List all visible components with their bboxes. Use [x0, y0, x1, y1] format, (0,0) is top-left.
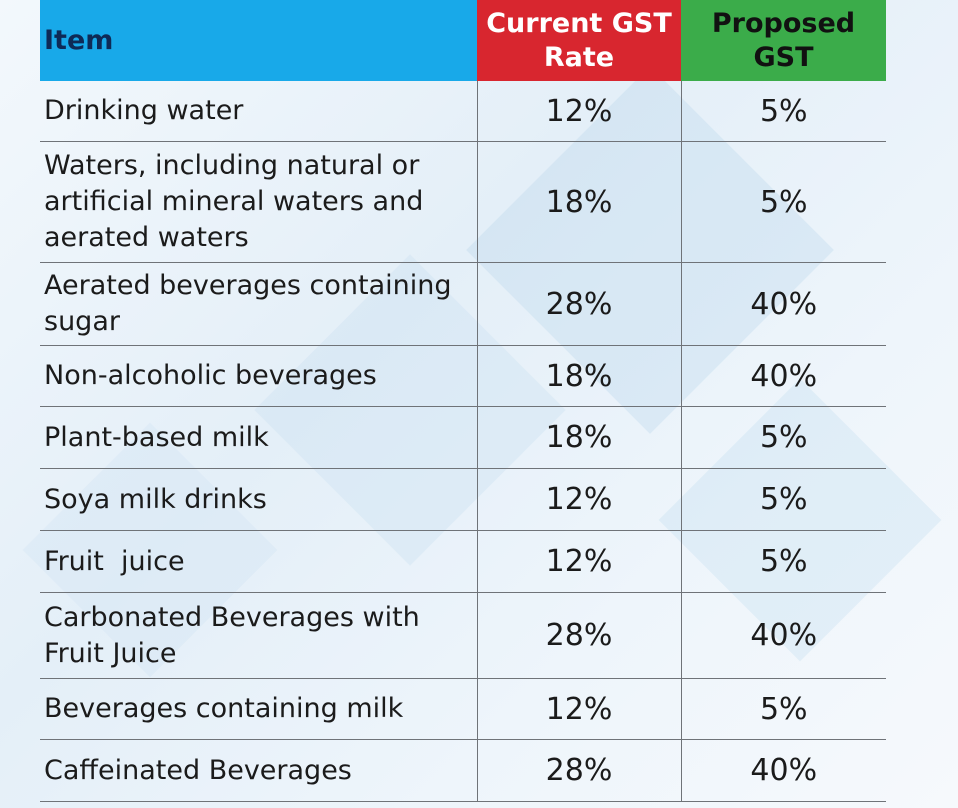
table-row: Carbonated Beverages with Fruit Juice 28… [40, 592, 886, 679]
item-cell: Beverages containing milk [40, 678, 477, 740]
item-line: Waters, including natural or [44, 150, 420, 181]
current-rate-cell: 18% [476, 141, 681, 263]
current-gst-column-header: Current GST Rate [477, 0, 681, 81]
item-line: Fruit Juice [44, 637, 177, 669]
item-cell: Waters, including natural or artificial … [40, 141, 477, 263]
item-line: Aerated beverages containing [44, 270, 452, 301]
header-line: Current GST [486, 7, 672, 39]
item-cell: Non-alcoholic beverages [40, 345, 477, 407]
item-cell: Carbonated Beverages with Fruit Juice [40, 592, 477, 679]
proposed-rate-cell: 5% [680, 81, 886, 142]
header-line: Proposed [711, 7, 856, 39]
current-rate-cell: 18% [476, 345, 681, 407]
current-rate-cell: 12% [476, 81, 681, 142]
current-rate-cell: 18% [476, 406, 681, 469]
item-line: Drinking water [44, 95, 244, 126]
header-line: GST [753, 41, 814, 73]
proposed-rate-cell: 5% [680, 468, 886, 531]
proposed-rate-cell: 5% [680, 141, 886, 263]
item-line: artificial mineral waters and [44, 186, 424, 217]
current-rate-cell: 28% [476, 262, 681, 346]
item-cell: Drinking water [40, 81, 477, 142]
table-row: Waters, including natural or artificial … [40, 141, 886, 263]
current-rate-cell: 12% [476, 678, 681, 740]
proposed-rate-cell: 5% [680, 678, 886, 740]
table-row: Aerated beverages containing sugar 28% 4… [40, 262, 886, 346]
item-cell: Soya milk drinks [40, 468, 477, 531]
proposed-rate-cell: 5% [680, 406, 886, 469]
header-row: Item Current GST Rate Proposed GST [40, 0, 886, 81]
proposed-rate-cell: 5% [680, 530, 886, 593]
item-line: Fruit juice [44, 545, 185, 577]
item-line: Non-alcoholic beverages [44, 360, 377, 391]
current-rate-cell: 28% [476, 739, 681, 802]
table-row: Fruit juice 12% 5% [40, 530, 886, 593]
item-cell: Fruit juice [40, 530, 477, 593]
current-rate-cell: 12% [476, 468, 681, 531]
item-line: Beverages containing milk [44, 693, 404, 724]
table-row: Plant-based milk 18% 5% [40, 406, 886, 469]
item-line: Plant-based milk [44, 421, 269, 453]
proposed-rate-cell: 40% [680, 262, 886, 346]
item-line: Carbonated Beverages with [44, 601, 420, 633]
item-line: aerated waters [44, 222, 249, 253]
table-row: Drinking water 12% 5% [40, 81, 886, 142]
current-rate-cell: 28% [476, 592, 681, 679]
item-column-header: Item [40, 0, 477, 81]
item-line: sugar [44, 306, 120, 337]
item-cell: Aerated beverages containing sugar [40, 262, 477, 346]
current-rate-cell: 12% [476, 530, 681, 593]
item-cell: Caffeinated Beverages [40, 739, 477, 802]
proposed-rate-cell: 40% [680, 345, 886, 407]
table-row: Non-alcoholic beverages 18% 40% [40, 345, 886, 407]
table-row: Soya milk drinks 12% 5% [40, 468, 886, 531]
table-row: Caffeinated Beverages 28% 40% [40, 739, 886, 802]
gst-rate-table: Item Current GST Rate Proposed GST Drink… [40, 0, 886, 802]
item-line: Caffeinated Beverages [44, 754, 352, 786]
proposed-rate-cell: 40% [680, 592, 886, 679]
item-line: Soya milk drinks [44, 483, 267, 515]
proposed-gst-column-header: Proposed GST [681, 0, 886, 81]
table-row: Beverages containing milk 12% 5% [40, 678, 886, 740]
item-cell: Plant-based milk [40, 406, 477, 469]
header-line: Rate [543, 41, 615, 73]
proposed-rate-cell: 40% [680, 739, 886, 802]
